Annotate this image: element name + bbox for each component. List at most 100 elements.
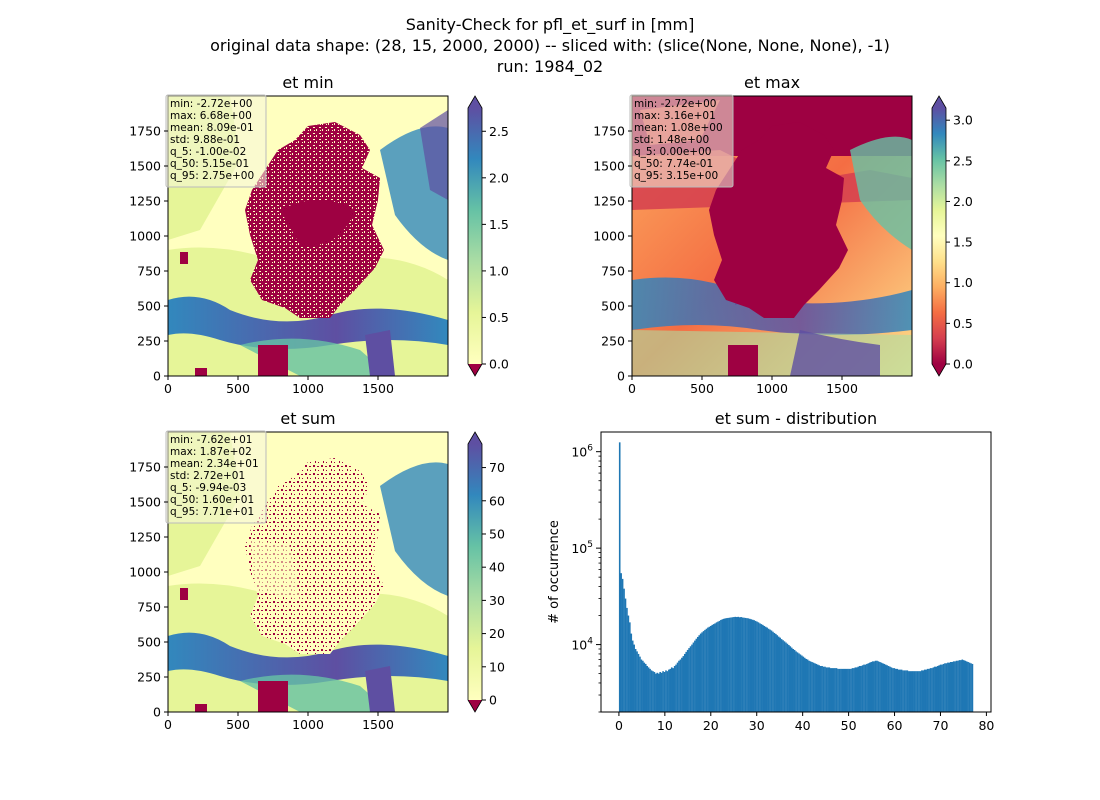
panel-title-et-min: et min	[282, 73, 333, 92]
y-tick-label: 1750	[129, 124, 161, 139]
histogram-bar	[877, 661, 880, 712]
y-tick-label: 105	[571, 540, 593, 556]
stat-line: std: 2.72e+01	[170, 470, 245, 482]
histogram-bar	[647, 667, 650, 712]
histogram-bar	[749, 618, 751, 712]
stat-line: q_50: 1.60e+01	[170, 494, 254, 506]
panel-et-min: et min min: -2.72e+00 max: 6.68e+00 mean…	[129, 73, 509, 396]
histogram-bar	[636, 651, 638, 712]
y-tick-label: 750	[601, 264, 625, 279]
x-tick-label: 1500	[362, 717, 394, 732]
histogram-bar	[712, 624, 715, 712]
histogram-bar	[929, 668, 932, 712]
histogram-bar	[764, 626, 767, 712]
stat-line: q_50: 7.74e-01	[634, 158, 713, 170]
histogram-bar	[890, 667, 893, 712]
histogram-bar	[847, 668, 849, 712]
histogram-bar	[624, 598, 627, 712]
histogram-bar	[801, 655, 803, 712]
y-tick-label: 1750	[129, 460, 161, 475]
histogram-bar	[896, 668, 899, 712]
histogram-bar	[789, 646, 792, 712]
colorbar-tick-label: 1.5	[489, 217, 509, 232]
histogram-bar	[851, 668, 854, 712]
histogram-bar	[857, 666, 860, 712]
colorbar-tick-label: 30	[489, 593, 505, 608]
histogram-bar	[942, 663, 945, 712]
stat-line: std: 9.88e-01	[170, 134, 240, 146]
histogram-bar	[762, 624, 764, 712]
axes-et-max: 0 500 1000 1500 0 250 500 750 1000 1250 1500 1750	[593, 124, 858, 397]
histogram-bar	[702, 631, 705, 712]
y-tick-label: 1250	[129, 194, 161, 209]
histogram-bar	[960, 660, 962, 712]
histogram-bar	[668, 669, 670, 712]
histogram-bar	[660, 672, 663, 712]
histogram-bar	[835, 668, 838, 712]
histogram-bar	[640, 659, 643, 712]
stats-box-et-min: min: -2.72e+00 max: 6.68e+00 mean: 8.09e…	[165, 94, 267, 188]
histogram-bar	[792, 648, 794, 712]
histogram-bar	[814, 663, 816, 712]
histogram-bar	[848, 668, 851, 712]
y-tick-label: 1000	[129, 229, 161, 244]
histogram-bar	[945, 663, 948, 712]
histogram-bar	[939, 664, 942, 712]
histogram-bar	[802, 656, 805, 712]
histogram-bar	[915, 671, 917, 712]
histogram-bar	[627, 615, 630, 712]
histogram-bar	[657, 673, 660, 712]
histogram-bar	[717, 621, 719, 712]
histogram-bar	[921, 670, 923, 712]
colorbar-tick-label: 10	[489, 659, 505, 674]
histogram-bar	[763, 625, 766, 712]
histogram-bar	[816, 664, 819, 712]
histogram-bar	[884, 664, 887, 712]
histogram-bar	[858, 665, 861, 712]
x-tick-label: 30	[749, 718, 765, 733]
histogram-bar	[798, 653, 800, 712]
x-tick-label: 50	[841, 718, 857, 733]
histogram-bar	[867, 663, 870, 712]
histogram-bar	[665, 670, 667, 712]
histogram-bar	[644, 663, 647, 712]
x-tick-label: 1500	[826, 381, 858, 396]
histogram-bar	[827, 667, 829, 712]
colorbar-tick-label: 2.5	[953, 153, 973, 168]
y-tick-label: 250	[601, 334, 625, 349]
histogram-bar	[643, 662, 646, 712]
histogram-bar	[970, 663, 972, 712]
figure-title-line3: run: 1984_02	[497, 57, 603, 77]
panel-title-et-max: et max	[744, 73, 800, 92]
histogram-bar	[655, 673, 657, 712]
y-tick-label: 250	[137, 334, 161, 349]
histogram-bar	[714, 623, 716, 712]
histogram-bar	[854, 667, 857, 712]
stat-line: max: 6.68e+00	[170, 110, 252, 122]
histogram-bar	[663, 671, 666, 712]
histogram-bar	[785, 642, 787, 712]
histogram-bar	[900, 669, 903, 712]
histogram-bar	[659, 671, 661, 712]
figure-title-line2: original data shape: (28, 15, 2000, 2000…	[210, 36, 890, 55]
histogram-bar	[790, 647, 793, 712]
histogram-bar	[633, 644, 635, 712]
histogram-bar	[656, 672, 659, 712]
stat-line: min: -2.72e+00	[170, 98, 252, 110]
histogram-bar	[844, 668, 847, 712]
histogram-bar	[718, 620, 721, 712]
x-tick-label: 70	[933, 718, 949, 733]
histogram-bar	[672, 668, 674, 712]
histogram-bar	[874, 660, 877, 712]
histogram-bar	[653, 671, 656, 712]
histogram-bar	[631, 640, 634, 712]
x-tick-label: 0	[628, 381, 636, 396]
histogram-bar	[689, 646, 692, 712]
x-tick-label: 10	[657, 718, 673, 733]
histogram-bars	[618, 442, 974, 712]
histogram-bar	[947, 662, 949, 712]
y-tick-label: 106	[571, 444, 593, 460]
histogram-bar	[834, 668, 836, 712]
histogram-bar	[941, 664, 943, 712]
